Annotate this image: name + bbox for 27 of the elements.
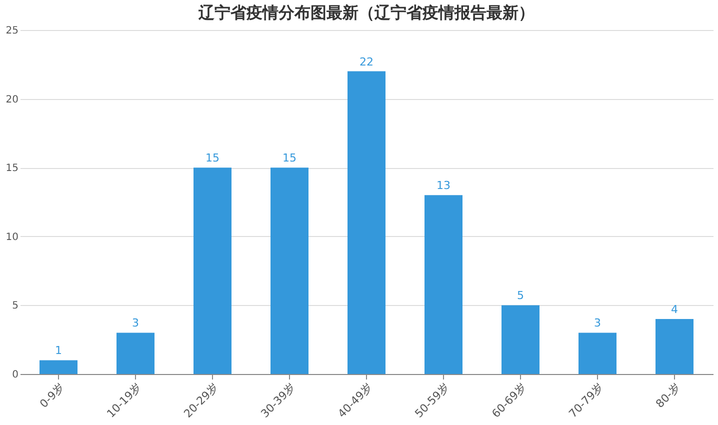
bar <box>348 71 386 374</box>
y-tick-label: 20 <box>6 94 18 106</box>
y-tick-label: 0 <box>12 370 18 380</box>
bar <box>578 332 616 374</box>
y-tick-label: 5 <box>12 300 18 312</box>
data-label: 1 <box>55 344 62 358</box>
data-label: 15 <box>206 152 220 165</box>
bar <box>502 305 540 374</box>
bar <box>270 168 308 374</box>
data-label: 3 <box>132 316 139 330</box>
chart-title: 辽宁省疫情分布图最新（辽宁省疫情报告最新） <box>198 3 534 22</box>
data-label: 13 <box>436 179 450 192</box>
data-label: 3 <box>594 316 601 330</box>
bar <box>656 318 694 374</box>
data-label: 4 <box>671 302 678 316</box>
bar <box>424 195 462 374</box>
bar <box>116 332 154 374</box>
x-tick-label: 0-9岁 <box>37 380 67 410</box>
bar <box>194 168 232 374</box>
x-tick-label: 80-岁 <box>653 380 683 410</box>
data-label: 22 <box>360 55 374 68</box>
data-label: 5 <box>517 289 524 302</box>
bar <box>40 360 78 374</box>
y-tick-label: 10 <box>6 232 18 243</box>
y-tick-label: 25 <box>6 26 18 36</box>
data-label: 15 <box>282 152 296 165</box>
y-tick-label: 15 <box>6 163 18 174</box>
